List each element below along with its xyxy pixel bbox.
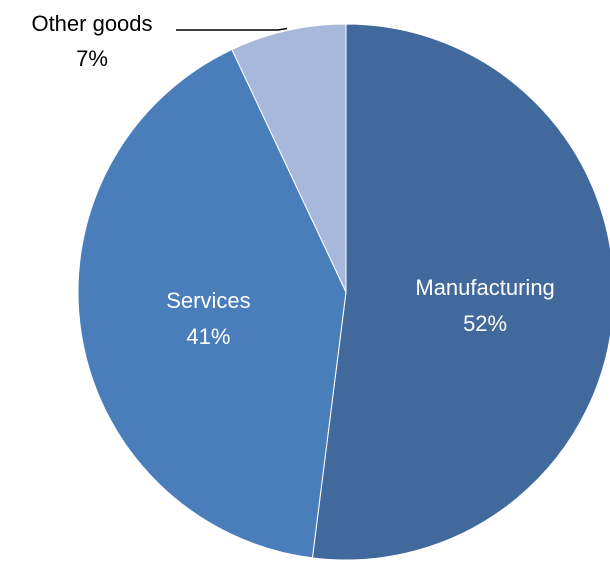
slice-label-services: Services <box>166 288 250 313</box>
slice-label-manufacturing: Manufacturing <box>415 275 554 300</box>
pie-slice-services <box>77 48 347 559</box>
slice-label-other-goods: Other goods <box>31 11 152 36</box>
pie-slice-manufacturing <box>311 23 610 561</box>
pie-slice-other-goods <box>231 23 347 293</box>
pie-slices <box>77 23 610 561</box>
slice-value-other-goods: 7% <box>76 46 108 71</box>
slice-value-manufacturing: 52% <box>463 311 507 336</box>
leader-line-other-goods <box>176 27 288 31</box>
slice-value-services: 41% <box>186 324 230 349</box>
pie-labels: Manufacturing 52% Services 41% Other goods 7% <box>31 11 554 349</box>
